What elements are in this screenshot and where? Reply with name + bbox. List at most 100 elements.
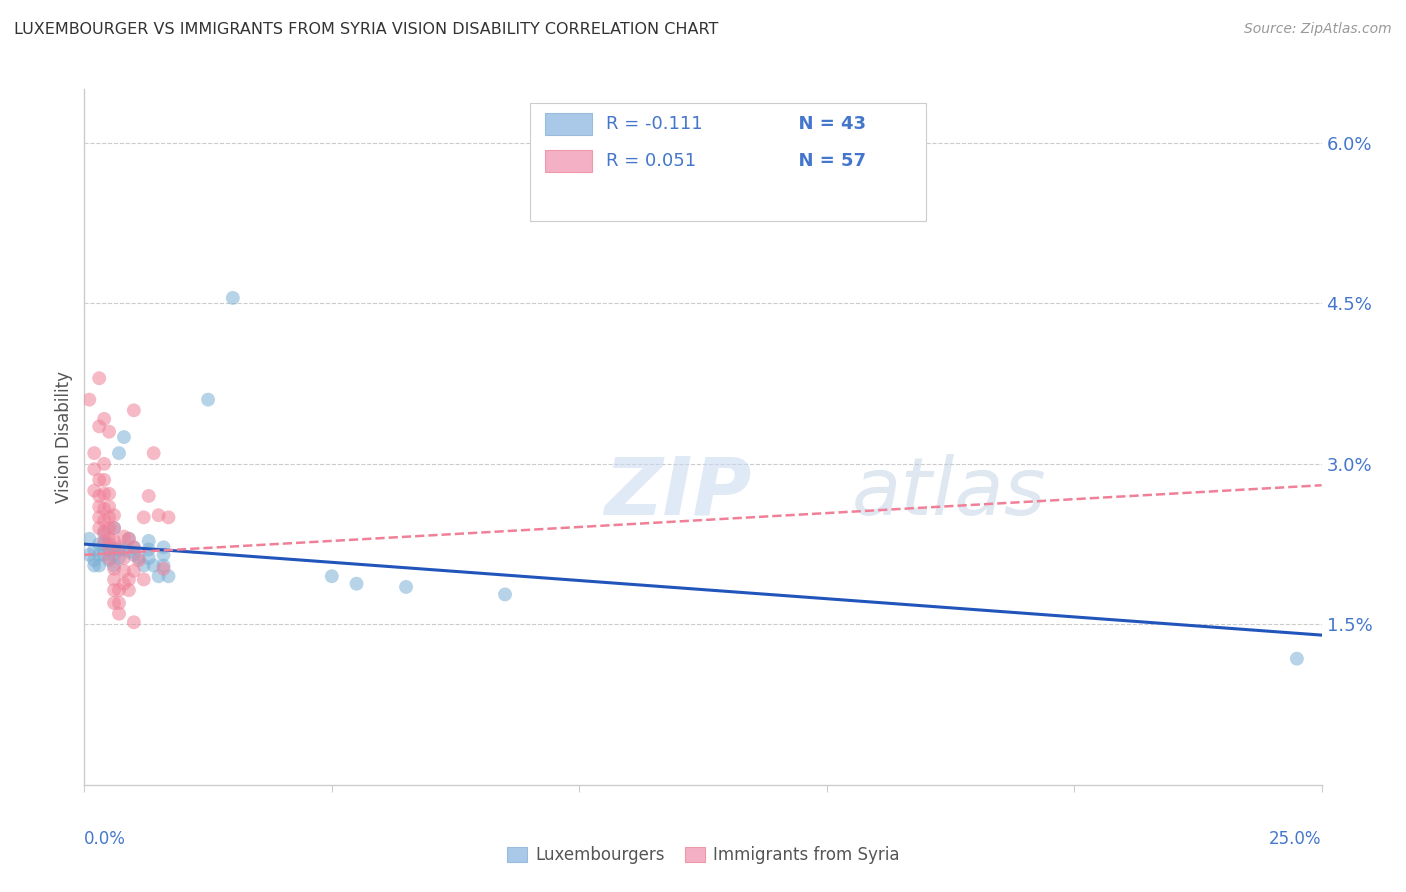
Point bbox=[138, 542, 160, 557]
Text: atlas: atlas bbox=[852, 454, 1046, 532]
Point bbox=[118, 573, 141, 587]
Point bbox=[108, 596, 131, 610]
Point bbox=[112, 551, 135, 566]
Point bbox=[112, 542, 135, 557]
Point bbox=[197, 392, 219, 407]
Point bbox=[152, 548, 174, 562]
Point bbox=[93, 473, 115, 487]
Point bbox=[98, 521, 121, 535]
Text: N = 43: N = 43 bbox=[786, 115, 866, 133]
Point bbox=[118, 544, 141, 558]
Point bbox=[103, 558, 125, 573]
Text: LUXEMBOURGER VS IMMIGRANTS FROM SYRIA VISION DISABILITY CORRELATION CHART: LUXEMBOURGER VS IMMIGRANTS FROM SYRIA VI… bbox=[14, 22, 718, 37]
FancyBboxPatch shape bbox=[544, 112, 592, 136]
Point bbox=[103, 521, 125, 535]
Point bbox=[98, 532, 121, 546]
Text: N = 57: N = 57 bbox=[786, 153, 866, 170]
Point bbox=[118, 532, 141, 546]
Point bbox=[89, 500, 111, 514]
Point bbox=[157, 510, 180, 524]
Point bbox=[152, 562, 174, 576]
Point bbox=[98, 542, 121, 557]
Point bbox=[108, 446, 131, 460]
Point bbox=[152, 541, 174, 555]
Point bbox=[98, 537, 121, 551]
Point bbox=[122, 403, 145, 417]
Point bbox=[132, 558, 155, 573]
Point bbox=[118, 583, 141, 598]
Point bbox=[83, 553, 105, 567]
Point bbox=[98, 500, 121, 514]
Point bbox=[89, 537, 111, 551]
Point bbox=[103, 596, 125, 610]
Point bbox=[89, 419, 111, 434]
Point bbox=[128, 553, 150, 567]
Text: R = 0.051: R = 0.051 bbox=[606, 153, 696, 170]
Point bbox=[122, 548, 145, 562]
Point bbox=[103, 542, 125, 557]
Point bbox=[79, 532, 101, 546]
Point bbox=[222, 291, 245, 305]
Point bbox=[494, 587, 516, 601]
Point bbox=[103, 573, 125, 587]
Point bbox=[321, 569, 343, 583]
Point bbox=[79, 392, 101, 407]
Point bbox=[98, 551, 121, 566]
Point bbox=[89, 510, 111, 524]
Point bbox=[83, 446, 105, 460]
Point bbox=[89, 371, 111, 385]
Point bbox=[112, 430, 135, 444]
Point bbox=[83, 558, 105, 573]
FancyBboxPatch shape bbox=[530, 103, 925, 221]
Point bbox=[122, 615, 145, 630]
Point bbox=[118, 532, 141, 546]
Point bbox=[89, 548, 111, 562]
Point bbox=[122, 541, 145, 555]
Point bbox=[83, 483, 105, 498]
Text: ZIP: ZIP bbox=[605, 454, 751, 532]
Point bbox=[93, 533, 115, 548]
Point bbox=[89, 521, 111, 535]
Point bbox=[142, 446, 165, 460]
Point bbox=[346, 576, 368, 591]
Point bbox=[128, 551, 150, 566]
Point bbox=[395, 580, 418, 594]
Point bbox=[152, 558, 174, 573]
Point bbox=[108, 607, 131, 621]
Point bbox=[108, 541, 131, 555]
Point bbox=[103, 548, 125, 562]
Point bbox=[93, 457, 115, 471]
Text: Source: ZipAtlas.com: Source: ZipAtlas.com bbox=[1244, 22, 1392, 37]
Point bbox=[157, 569, 180, 583]
Point bbox=[83, 462, 105, 476]
Point bbox=[112, 576, 135, 591]
Point bbox=[148, 508, 170, 523]
Point bbox=[89, 473, 111, 487]
Point bbox=[79, 548, 101, 562]
Point bbox=[93, 487, 115, 501]
Point bbox=[122, 564, 145, 578]
Point bbox=[93, 537, 115, 551]
Point bbox=[89, 489, 111, 503]
Point bbox=[89, 558, 111, 573]
Point bbox=[108, 542, 131, 557]
Point bbox=[98, 510, 121, 524]
Point bbox=[148, 569, 170, 583]
Point bbox=[93, 501, 115, 516]
Point bbox=[103, 562, 125, 576]
Point bbox=[93, 524, 115, 539]
Text: R = -0.111: R = -0.111 bbox=[606, 115, 703, 133]
Point bbox=[138, 533, 160, 548]
Point bbox=[112, 564, 135, 578]
Point bbox=[93, 412, 115, 426]
Point bbox=[142, 558, 165, 573]
Text: 0.0%: 0.0% bbox=[84, 830, 127, 847]
Text: 25.0%: 25.0% bbox=[1270, 830, 1322, 847]
Point bbox=[93, 548, 115, 562]
Point bbox=[1285, 651, 1308, 665]
Point bbox=[103, 508, 125, 523]
Point bbox=[122, 541, 145, 555]
Point bbox=[112, 530, 135, 544]
Point bbox=[103, 533, 125, 548]
Point bbox=[103, 583, 125, 598]
